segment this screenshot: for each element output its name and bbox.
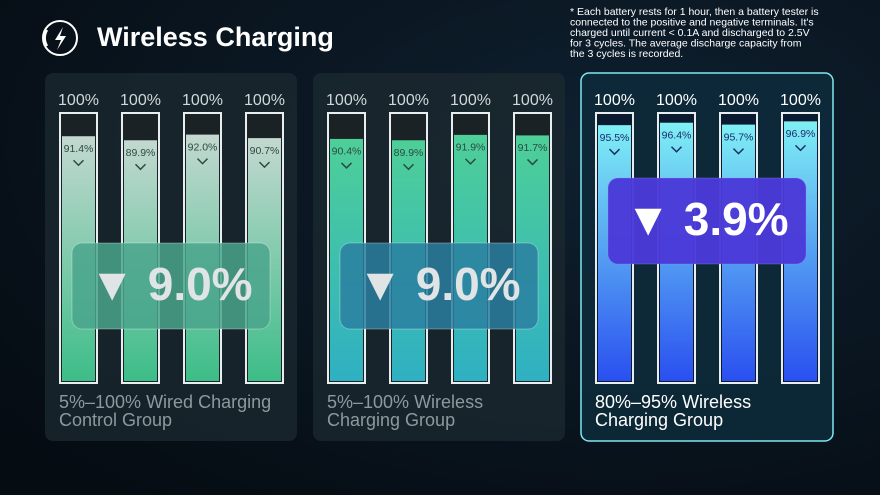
footnote-line: connected to the positive and negative t…: [570, 16, 814, 28]
value-label: 89.9%: [126, 147, 156, 159]
group-label: Charging Group: [595, 410, 723, 430]
capacity-label: 100%: [244, 92, 285, 109]
value-label: 95.5%: [600, 132, 630, 144]
chevron: [608, 148, 621, 156]
capacity-label: 100%: [512, 92, 553, 109]
capacity-label: 100%: [718, 92, 759, 109]
group-label: 5%–100% Wireless: [327, 392, 483, 412]
capacity-label: 100%: [594, 92, 635, 109]
value-label: 91.9%: [456, 142, 486, 154]
chart-panel: 100% 90.4% 100% 89.9% 100% 91.9% 100% 91.7% ▼ 9.…: [313, 73, 565, 441]
chevron: [526, 158, 539, 166]
footnote-line: for 3 cycles. The average discharge capa…: [570, 37, 802, 49]
value-label: 92.0%: [188, 141, 218, 153]
value-label: 96.9%: [786, 128, 816, 140]
capacity-label: 100%: [326, 92, 367, 109]
group-label: Control Group: [59, 410, 172, 430]
group-label: 80%–95% Wireless: [595, 392, 751, 412]
chevron: [670, 146, 683, 153]
capacity-label: 100%: [450, 92, 491, 109]
page-title: Wireless Charging: [97, 22, 334, 52]
badge: [339, 242, 539, 330]
chevron: [402, 163, 415, 171]
group-label: Charging Group: [327, 410, 455, 430]
group-label: 5%–100% Wired Charging: [59, 392, 271, 412]
capacity-label: 100%: [58, 92, 99, 109]
chevron: [464, 158, 477, 165]
chevron: [134, 163, 147, 171]
chevron: [196, 158, 209, 165]
title-icon: [42, 20, 78, 56]
capacity-label: 100%: [182, 92, 223, 109]
chevron: [732, 148, 745, 155]
footnote: * Each battery rests for 1 hour, then a …: [570, 6, 819, 60]
badge-text: ▼ 9.0%: [89, 258, 252, 310]
chevron: [258, 161, 271, 169]
value-label: 90.4%: [332, 146, 362, 158]
footnote-line: the 3 cycles is recorded.: [570, 48, 683, 60]
charts: 100% 91.4% 100% 89.9% 100% 92.0% 100% 90.7% ▼ 9.…: [45, 72, 834, 442]
value-label: 89.9%: [394, 147, 424, 159]
badge-text: ▼ 3.9%: [625, 193, 788, 245]
capacity-label: 100%: [780, 92, 821, 109]
value-label: 91.7%: [518, 142, 548, 154]
value-label: 95.7%: [724, 131, 754, 143]
footnote-line: charged until current < 0.1A and dischar…: [570, 27, 810, 39]
badge-text: ▼ 9.0%: [357, 258, 520, 310]
chart-panel: 100% 95.5% 100% 96.4% 100% 95.7% 100% 96.9% ▼ 3.…: [580, 72, 834, 442]
footnote-line: * Each battery rests for 1 hour, then a …: [570, 6, 819, 18]
chart-panel: 100% 91.4% 100% 89.9% 100% 92.0% 100% 90.7% ▼ 9.…: [45, 73, 297, 441]
badge: [607, 177, 807, 265]
capacity-label: 100%: [388, 92, 429, 109]
capacity-label: 100%: [656, 92, 697, 109]
value-label: 96.4%: [662, 130, 692, 142]
value-label: 91.4%: [64, 143, 94, 155]
value-label: 90.7%: [250, 145, 280, 157]
badge: [71, 242, 271, 330]
chevron: [794, 144, 807, 152]
chevron: [72, 159, 85, 167]
chevron: [340, 162, 353, 169]
capacity-label: 100%: [120, 92, 161, 109]
